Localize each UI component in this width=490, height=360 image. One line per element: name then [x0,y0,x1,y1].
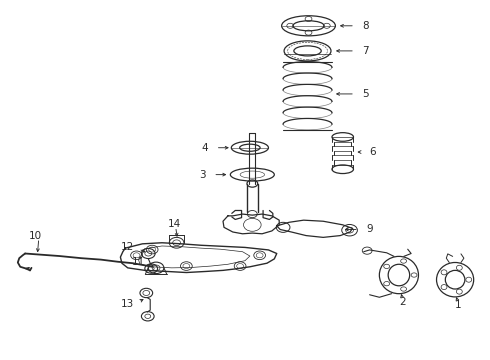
Text: 8: 8 [362,21,369,31]
Text: 4: 4 [202,143,208,153]
Text: 3: 3 [199,170,206,180]
Text: 11: 11 [132,257,145,267]
Text: 5: 5 [362,89,369,99]
Text: 1: 1 [455,300,462,310]
Text: 14: 14 [168,219,181,229]
Text: 9: 9 [366,225,373,234]
Text: 6: 6 [369,147,376,157]
Text: 13: 13 [121,299,134,309]
Text: 2: 2 [399,297,406,307]
Text: 7: 7 [362,46,369,56]
Text: 12: 12 [121,242,134,252]
Text: 10: 10 [29,231,43,240]
